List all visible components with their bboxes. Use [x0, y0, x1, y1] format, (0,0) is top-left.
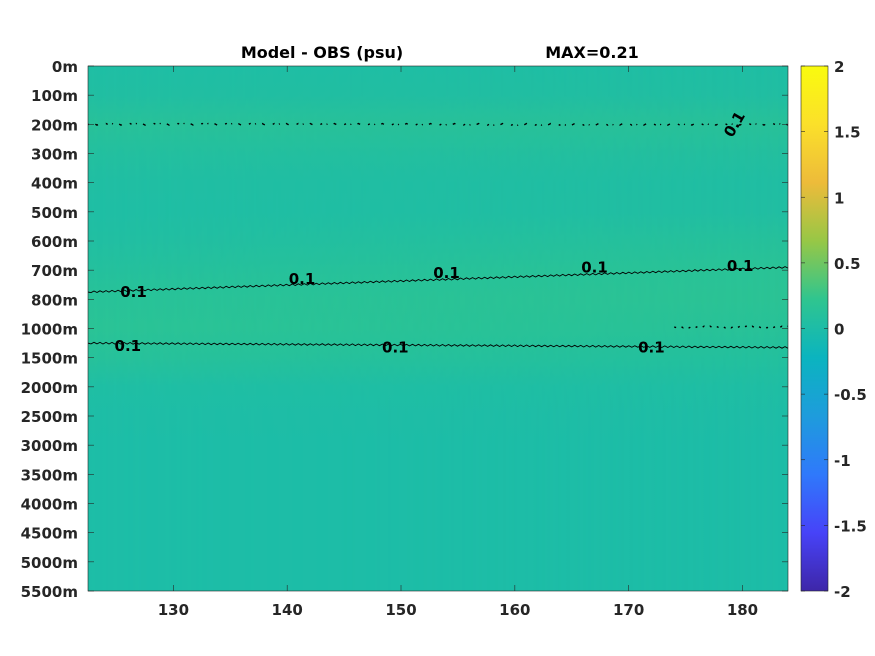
contour-label-group: 0.1 — [433, 264, 460, 282]
y-tick-label: 4500m — [21, 525, 78, 543]
contour-label-group: 0.1 — [581, 258, 608, 276]
contour-label: 0.1 — [382, 339, 409, 357]
colorbar — [800, 65, 829, 592]
y-tick-label: 1500m — [21, 350, 78, 368]
heatmap-field — [88, 66, 788, 591]
y-tick-label: 5000m — [21, 554, 78, 572]
y-tick-label: 3500m — [21, 466, 78, 484]
colorbar-tick-label: 0.5 — [834, 255, 861, 273]
contour-label: 0.1 — [581, 258, 608, 276]
colorbar-tick-label: 1.5 — [834, 124, 861, 142]
y-tick-label: 300m — [31, 146, 78, 164]
colorbar-tick-label: -1 — [834, 452, 851, 470]
y-tick-label: 2000m — [21, 379, 78, 397]
y-tick-label: 1000m — [21, 321, 78, 339]
colorbar-tick-label: 2 — [834, 58, 844, 76]
contour-line-1 — [88, 266, 788, 294]
colorbar-tick-label: -1.5 — [834, 517, 867, 535]
contour-label: 0.1 — [289, 270, 316, 288]
x-tick-label: 170 — [613, 601, 644, 619]
x-tick-label: 130 — [158, 601, 189, 619]
y-tick-label: 400m — [31, 175, 78, 193]
contour-label: 0.1 — [433, 264, 460, 282]
colorbar-tick-label: 0 — [834, 321, 844, 339]
contour-line-3 — [674, 325, 788, 329]
y-tick-label: 2500m — [21, 408, 78, 426]
y-tick-label: 100m — [31, 87, 78, 105]
y-tick-label: 500m — [31, 204, 78, 222]
contour-label-group: 0.1 — [638, 339, 665, 357]
y-axis: 0m 100m 200m 300m 400m 500m 600m 700m 800m 1000m 1… — [21, 58, 788, 601]
contour-line-2 — [88, 341, 788, 349]
chart-title: Model - OBS (psu) — [241, 43, 403, 62]
y-tick-label: 5500m — [21, 583, 78, 601]
x-axis: 130 140 150 160 170 180 — [158, 66, 758, 619]
x-tick-label: 160 — [499, 601, 530, 619]
colorbar-tick-label: -2 — [834, 583, 851, 601]
contour-label-group: 0.1 — [120, 283, 147, 301]
colorbar-ticks: -2 -1.5 -1 -0.5 0 0.5 1 1.5 2 — [801, 58, 867, 601]
y-tick-label: 700m — [31, 262, 78, 280]
colorbar-tick-label: -0.5 — [834, 386, 867, 404]
contour-label: 0.1 — [115, 337, 142, 355]
y-tick-label: 200m — [31, 116, 78, 134]
x-tick-label: 180 — [727, 601, 758, 619]
y-tick-label: 4000m — [21, 496, 78, 514]
x-tick-label: 150 — [385, 601, 416, 619]
contour-label: 0.1 — [120, 283, 147, 301]
contour-label: 0.1 — [727, 257, 754, 275]
y-tick-label: 800m — [31, 291, 78, 309]
contour-label-group: 0.1 — [289, 270, 316, 288]
contour-label: 0.1 — [638, 339, 665, 357]
contour-label-group: 0.1 — [382, 339, 409, 357]
contour-label-group: 0.1 — [115, 337, 142, 355]
y-tick-label: 0m — [52, 58, 78, 76]
y-tick-label: 3000m — [21, 437, 78, 455]
colorbar-tick-label: 1 — [834, 189, 844, 207]
x-tick-label: 140 — [272, 601, 303, 619]
y-tick-label: 600m — [31, 233, 78, 251]
heatmap-west-layer — [88, 66, 788, 591]
contour-label-group: 0.1 — [727, 257, 754, 275]
chart-subtitle: MAX=0.21 — [545, 43, 639, 62]
contour-lines — [88, 122, 788, 349]
